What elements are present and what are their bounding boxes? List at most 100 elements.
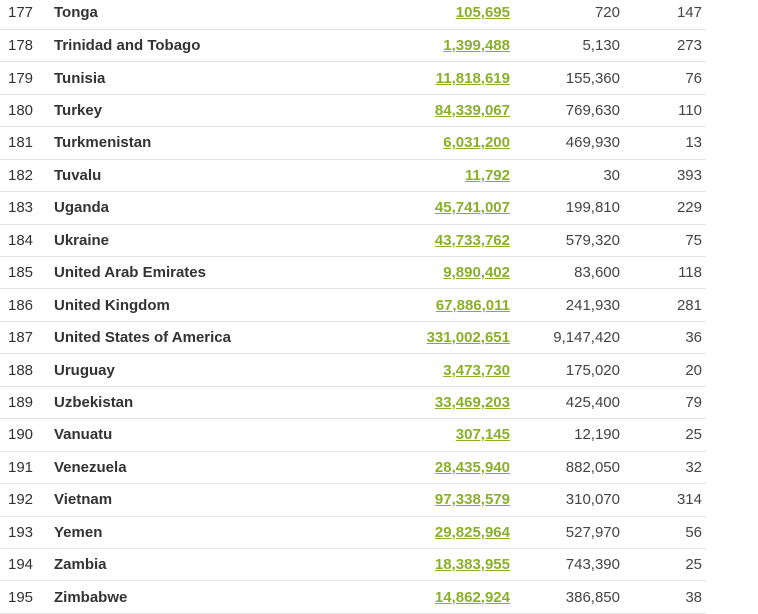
area-cell: 175,020 — [565, 361, 620, 379]
country-name-cell: Turkmenistan — [54, 134, 152, 152]
area-cell: 469,930 — [565, 134, 620, 152]
country-name-cell: Tonga — [54, 4, 98, 22]
area-cell: 241,930 — [565, 296, 620, 314]
area-cell: 425,400 — [565, 393, 620, 411]
area-cell: 83,600 — [574, 264, 620, 282]
density-cell: 56 — [685, 523, 702, 541]
rank-cell: 181 — [8, 134, 34, 152]
rank-cell: 189 — [8, 393, 34, 411]
rank-cell: 191 — [8, 458, 34, 476]
area-cell: 310,070 — [565, 491, 620, 509]
density-cell: 25 — [685, 556, 702, 574]
population-cell: 33,469,203 — [354, 386, 510, 418]
population-link[interactable]: 28,435,940 — [434, 458, 510, 476]
table-row: 189 Uzbekistan 33,469,203 425,400 79 — [0, 386, 706, 419]
rank-cell: 193 — [8, 523, 34, 541]
table-row: 185 United Arab Emirates 9,890,402 83,600 11… — [0, 257, 706, 289]
country-name-cell: Zambia — [54, 556, 107, 574]
density-cell: 20 — [685, 361, 702, 379]
population-link[interactable]: 9,890,402 — [443, 264, 510, 282]
rank-cell: 184 — [8, 231, 34, 249]
rank-cell: 188 — [8, 361, 34, 379]
rank-cell: 178 — [8, 37, 34, 55]
table-row: 190 Vanuatu 307,145 12,190 25 — [0, 419, 706, 452]
area-cell: 720 — [594, 4, 620, 22]
population-link[interactable]: 43,733,762 — [434, 231, 510, 249]
density-cell: 229 — [676, 199, 702, 217]
country-name-cell: Uzbekistan — [54, 393, 134, 411]
population-cell: 97,338,579 — [354, 484, 510, 516]
table-row: 183 Uganda 45,741,007 199,810 229 — [0, 192, 706, 225]
population-cell: 43,733,762 — [354, 224, 510, 256]
area-cell: 579,320 — [565, 231, 620, 249]
population-link[interactable]: 1,399,488 — [443, 37, 510, 55]
table-row: 195 Zimbabwe 14,862,924 386,850 38 — [0, 581, 706, 614]
density-cell: 273 — [676, 37, 702, 55]
population-cell: 45,741,007 — [354, 192, 510, 224]
area-cell: 527,970 — [565, 523, 620, 541]
rank-cell: 179 — [8, 69, 34, 87]
area-cell: 769,630 — [565, 102, 620, 120]
rank-cell: 180 — [8, 102, 34, 120]
population-link[interactable]: 3,473,730 — [443, 361, 510, 379]
population-cell: 105,695 — [354, 0, 510, 29]
area-cell: 199,810 — [565, 199, 620, 217]
population-link[interactable]: 14,862,924 — [434, 588, 510, 606]
population-link[interactable]: 307,145 — [455, 426, 510, 444]
table-row: 187 United States of America 331,002,651 9,… — [0, 321, 706, 354]
population-cell: 18,383,955 — [354, 548, 510, 580]
population-link[interactable]: 11,818,619 — [435, 69, 510, 87]
population-link[interactable]: 29,825,964 — [434, 523, 510, 541]
country-name-cell: Tunisia — [54, 69, 106, 87]
table-row: 186 United Kingdom 67,886,011 241,930 281 — [0, 289, 706, 322]
density-cell: 314 — [676, 491, 702, 509]
area-cell: 12,190 — [574, 426, 620, 444]
area-cell: 743,390 — [565, 556, 620, 574]
population-link[interactable]: 84,339,067 — [434, 102, 510, 120]
population-cell: 6,031,200 — [354, 127, 510, 159]
population-link[interactable]: 18,383,955 — [434, 556, 510, 574]
country-name-cell: Turkey — [54, 102, 103, 120]
area-cell: 155,360 — [565, 69, 620, 87]
table-row: 179 Tunisia 11,818,619 155,360 76 — [0, 62, 706, 95]
rank-cell: 185 — [8, 264, 34, 282]
table-row: 191 Venezuela 28,435,940 882,050 32 — [0, 451, 706, 484]
population-cell: 9,890,402 — [354, 257, 510, 289]
rank-cell: 187 — [8, 329, 34, 347]
table-row: 188 Uruguay 3,473,730 175,020 20 — [0, 354, 706, 387]
density-cell: 110 — [678, 102, 702, 120]
population-link[interactable]: 97,338,579 — [434, 491, 510, 509]
table-row: 182 Tuvalu 11,792 30 393 — [0, 159, 706, 192]
country-name-cell: Vietnam — [54, 491, 113, 509]
population-link[interactable]: 45,741,007 — [434, 199, 510, 217]
population-cell: 11,792 — [354, 159, 510, 191]
rank-cell: 177 — [8, 4, 34, 22]
population-cell: 67,886,011 — [354, 289, 510, 321]
density-cell: 118 — [678, 264, 702, 282]
density-cell: 38 — [685, 588, 702, 606]
density-cell: 281 — [676, 296, 702, 314]
table-row: 177 Tonga 105,695 720 147 — [0, 0, 706, 30]
rank-cell: 183 — [8, 199, 34, 217]
density-cell: 147 — [676, 4, 702, 22]
country-name-cell: United States of America — [54, 329, 231, 347]
population-link[interactable]: 105,695 — [455, 4, 510, 22]
population-link[interactable]: 67,886,011 — [435, 296, 510, 314]
population-link[interactable]: 33,469,203 — [434, 393, 510, 411]
country-name-cell: United Arab Emirates — [54, 264, 206, 282]
country-name-cell: Tuvalu — [54, 166, 102, 184]
population-cell: 1,399,488 — [354, 29, 510, 61]
population-cell: 331,002,651 — [354, 321, 510, 353]
area-cell: 30 — [603, 166, 620, 184]
rank-cell: 186 — [8, 296, 34, 314]
population-cell: 307,145 — [354, 419, 510, 451]
density-cell: 393 — [676, 166, 702, 184]
density-cell: 76 — [685, 69, 702, 87]
population-link[interactable]: 11,792 — [464, 166, 510, 184]
country-name-cell: Vanuatu — [54, 426, 113, 444]
population-link[interactable]: 331,002,651 — [426, 329, 510, 347]
table-row: 192 Vietnam 97,338,579 310,070 314 — [0, 484, 706, 516]
rank-cell: 195 — [8, 588, 34, 606]
population-link[interactable]: 6,031,200 — [443, 134, 510, 152]
country-population-table-container: 177 Tonga 105,695 720 147 178 Trinidad and Tob… — [0, 0, 706, 614]
